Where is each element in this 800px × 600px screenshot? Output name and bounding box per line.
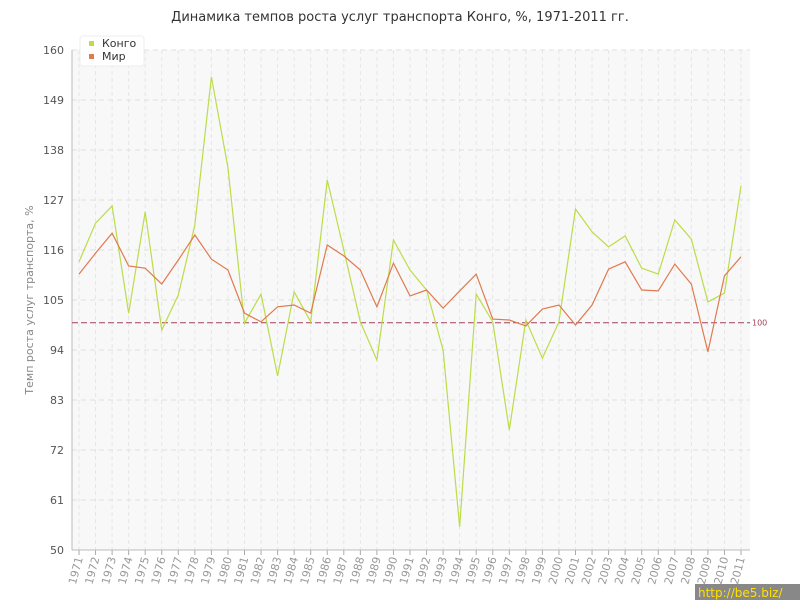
legend-box: [79, 35, 145, 67]
series-line: [78, 76, 742, 527]
chart-title: Динамика темпов роста услуг транспорта К…: [171, 10, 629, 25]
y-tick-label: 138: [43, 144, 64, 157]
y-tick-label: 72: [50, 444, 64, 457]
y-tick-label: 127: [43, 194, 64, 207]
y-tick-label: 149: [43, 94, 64, 107]
watermark: http://be5.biz/: [698, 586, 783, 600]
y-tick-label: 160: [43, 44, 64, 57]
y-tick-label: 94: [50, 344, 64, 357]
x-tick-label: 2011: [728, 555, 748, 585]
legend-label: Конго: [102, 37, 137, 50]
y-tick-label: 50: [50, 544, 64, 557]
y-tick-label: 61: [50, 494, 64, 507]
watermark-bg: [695, 584, 800, 600]
legend-label: Мир: [102, 50, 126, 63]
series-line: [78, 232, 742, 352]
y-tick-label: 83: [50, 394, 64, 407]
y-tick-label: 116: [43, 244, 64, 257]
legend-swatch: [89, 41, 94, 46]
legend-swatch: [89, 54, 94, 59]
y-tick-label: 105: [43, 294, 64, 307]
reference-label: 100: [752, 319, 767, 328]
y-axis-label: Темп роста услуг транспорта, %: [23, 205, 36, 395]
